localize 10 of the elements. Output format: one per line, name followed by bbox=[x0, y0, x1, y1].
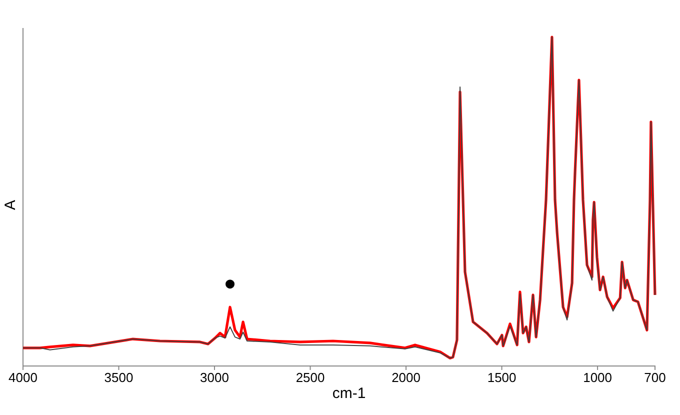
x-tick-label: 700 bbox=[644, 370, 666, 386]
x-tick-label: 4000 bbox=[8, 370, 38, 386]
x-tick-label: 3000 bbox=[200, 370, 229, 386]
x-tick-label: 1000 bbox=[583, 370, 612, 386]
x-axis-title: cm-1 bbox=[332, 385, 366, 402]
x-tick-label: 1500 bbox=[487, 370, 516, 386]
x-tick-label: 2500 bbox=[296, 370, 325, 386]
x-tick-label: 3500 bbox=[104, 370, 134, 386]
x-tick-label: 2000 bbox=[392, 370, 420, 386]
y-axis-title: A bbox=[2, 200, 19, 210]
